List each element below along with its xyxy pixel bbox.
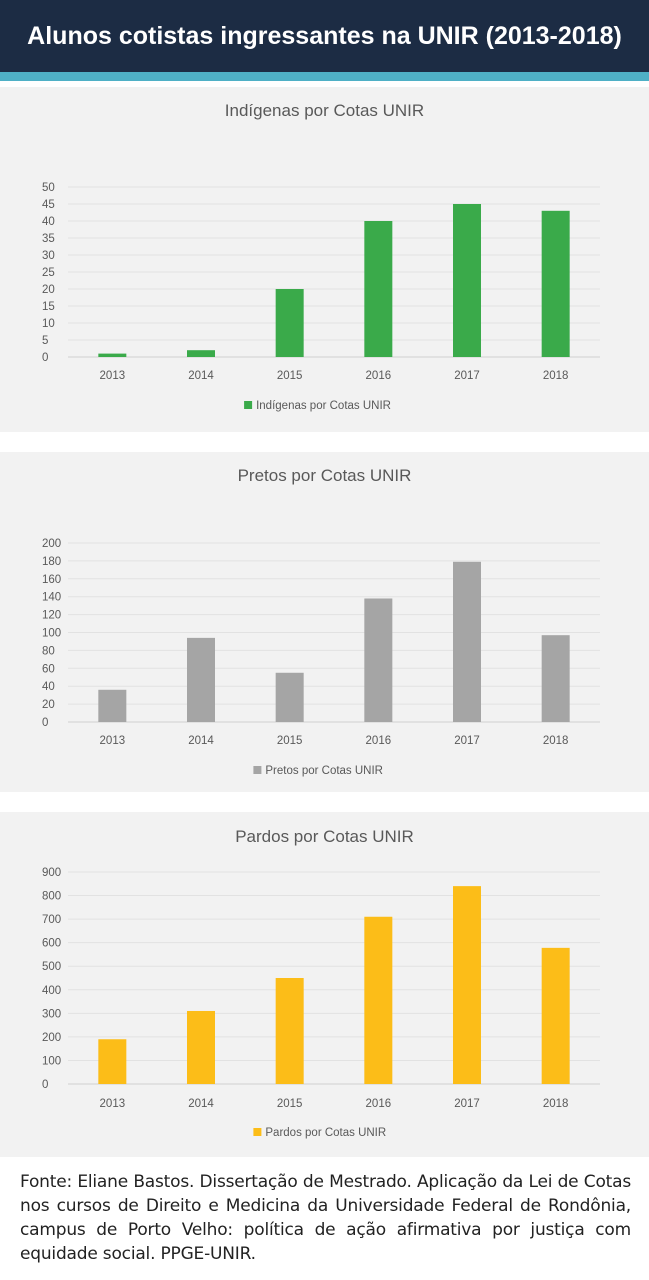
y-tick-label: 200 xyxy=(42,538,61,550)
y-tick-label: 60 xyxy=(42,663,55,675)
x-tick-label: 2014 xyxy=(188,1098,214,1110)
y-tick-label: 80 xyxy=(42,645,55,657)
bar-2016 xyxy=(364,598,393,722)
x-tick-label: 2014 xyxy=(188,735,214,747)
x-tick-label: 2016 xyxy=(366,370,392,382)
y-tick-label: 100 xyxy=(42,628,61,640)
y-tick-label: 160 xyxy=(42,574,61,586)
y-tick-label: 400 xyxy=(42,985,61,997)
x-tick-label: 2013 xyxy=(100,370,126,382)
bar-2013 xyxy=(98,689,127,722)
y-tick-label: 100 xyxy=(42,1055,61,1067)
x-tick-label: 2015 xyxy=(277,1098,303,1110)
y-tick-label: 500 xyxy=(42,961,61,973)
y-tick-label: 40 xyxy=(42,681,55,693)
x-tick-label: 2017 xyxy=(454,1098,480,1110)
legend-swatch xyxy=(253,1128,262,1136)
y-tick-label: 25 xyxy=(42,267,55,279)
y-tick-label: 140 xyxy=(42,592,61,604)
legend-swatch xyxy=(253,766,262,774)
page-title: Alunos cotistas ingressantes na UNIR (20… xyxy=(27,21,622,50)
y-tick-label: 40 xyxy=(42,216,55,228)
x-tick-label: 2016 xyxy=(366,1098,392,1110)
source-note: Fonte: Eliane Bastos. Dissertação de Mes… xyxy=(20,1172,631,1264)
bar-2016 xyxy=(364,221,393,357)
y-tick-label: 15 xyxy=(42,301,55,313)
y-tick-label: 45 xyxy=(42,199,55,211)
x-tick-label: 2018 xyxy=(543,1098,569,1110)
y-tick-label: 600 xyxy=(42,938,61,950)
x-tick-label: 2013 xyxy=(100,735,126,747)
x-tick-label: 2016 xyxy=(366,735,392,747)
bar-2014 xyxy=(187,350,215,357)
bar-2017 xyxy=(453,204,481,357)
chart-indigenas: Indígenas por Cotas UNIR 0 5 10 15 20 25 30 35 40… xyxy=(42,101,600,412)
bar-2015 xyxy=(275,672,304,722)
legend-label: Indígenas por Cotas UNIR xyxy=(256,400,391,412)
page-header: Alunos cotistas ingressantes na UNIR (20… xyxy=(0,0,649,72)
y-tick-label: 0 xyxy=(42,717,48,729)
y-tick-label: 800 xyxy=(42,891,61,903)
chart-title: Indígenas por Cotas UNIR xyxy=(225,101,424,120)
y-tick-label: 50 xyxy=(42,182,55,194)
y-tick-label: 300 xyxy=(42,1008,61,1020)
legend-label: Pretos por Cotas UNIR xyxy=(265,765,383,777)
bar-2017 xyxy=(453,886,481,1084)
bar-2018 xyxy=(541,947,570,1084)
x-tick-label: 2013 xyxy=(100,1098,126,1110)
bar-2015 xyxy=(275,978,304,1084)
y-tick-label: 10 xyxy=(42,318,55,330)
bar-2016 xyxy=(364,916,393,1084)
chart-panel-indigenas: Indígenas por Cotas UNIR 0 5 10 15 20 25 30 35 40… xyxy=(0,87,649,432)
y-tick-label: 900 xyxy=(42,867,61,879)
y-tick-label: 20 xyxy=(42,699,55,711)
y-tick-label: 20 xyxy=(42,284,55,296)
bar-2015 xyxy=(275,289,304,357)
y-tick-label: 200 xyxy=(42,1032,61,1044)
chart-panel-pretos: Pretos por Cotas UNIR 0 20 40 60 80 100 120 140 1… xyxy=(0,452,649,792)
bar-2018 xyxy=(541,210,570,357)
y-tick-label: 35 xyxy=(42,233,55,245)
x-tick-label: 2017 xyxy=(454,370,480,382)
y-tick-label: 180 xyxy=(42,556,61,568)
bar-2014 xyxy=(187,1010,215,1084)
legend-label: Pardos por Cotas UNIR xyxy=(265,1127,386,1139)
chart-title: Pardos por Cotas UNIR xyxy=(235,827,414,846)
x-tick-label: 2018 xyxy=(543,370,569,382)
x-tick-label: 2014 xyxy=(188,370,214,382)
x-tick-label: 2017 xyxy=(454,735,480,747)
bar-2014 xyxy=(187,637,215,722)
legend-swatch xyxy=(244,401,253,409)
chart-panel-pardos: Pardos por Cotas UNIR 0 100 200 300 400 500 600… xyxy=(0,812,649,1157)
y-tick-label: 0 xyxy=(42,352,48,364)
y-tick-label: 5 xyxy=(42,335,48,347)
y-tick-label: 0 xyxy=(42,1079,48,1091)
chart-pardos: Pardos por Cotas UNIR 0 100 200 300 400 500 600… xyxy=(42,827,600,1139)
chart-title: Pretos por Cotas UNIR xyxy=(238,466,412,485)
bar-2013 xyxy=(98,353,127,357)
y-tick-label: 700 xyxy=(42,914,61,926)
chart-pretos: Pretos por Cotas UNIR 0 20 40 60 80 100 120 140 1… xyxy=(42,466,600,777)
bar-2018 xyxy=(541,635,570,722)
bar-2017 xyxy=(453,561,481,722)
accent-bar xyxy=(0,72,649,81)
x-tick-label: 2015 xyxy=(277,370,303,382)
bar-2013 xyxy=(98,1039,127,1084)
y-tick-label: 120 xyxy=(42,610,61,622)
y-tick-label: 30 xyxy=(42,250,55,262)
x-tick-label: 2015 xyxy=(277,735,303,747)
x-tick-label: 2018 xyxy=(543,735,569,747)
